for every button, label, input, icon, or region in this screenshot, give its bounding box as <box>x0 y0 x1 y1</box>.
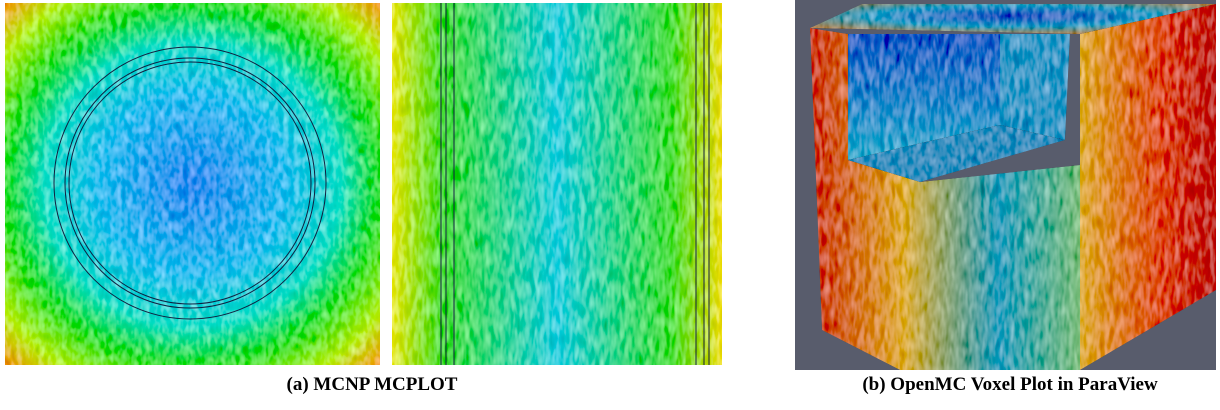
geometry-lines <box>440 3 710 365</box>
front-face <box>810 28 1080 370</box>
outline <box>68 61 312 305</box>
top-face <box>810 4 1216 34</box>
notch-floor <box>848 125 1065 182</box>
inner-wall <box>848 34 1000 160</box>
inner-side-wall <box>1000 34 1070 140</box>
flux-map-xy <box>5 3 380 365</box>
right-face <box>1080 4 1216 370</box>
voxel-cube <box>810 4 1216 370</box>
outline <box>64 57 316 309</box>
flux-map-xz <box>392 3 722 365</box>
geometry-lines <box>53 46 327 320</box>
outline <box>53 46 327 320</box>
figure-images <box>5 0 1216 370</box>
caption: (a) MCNP MCPLOT <box>286 374 458 395</box>
caption: (b) OpenMC Voxel Plot in ParaView <box>862 374 1158 395</box>
